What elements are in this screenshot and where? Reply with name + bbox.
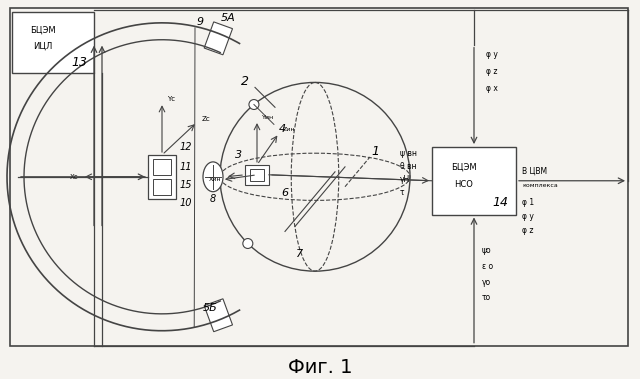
Text: Xин: Xин: [209, 177, 221, 182]
Text: τo: τo: [482, 293, 491, 302]
Text: φ 1: φ 1: [522, 198, 534, 207]
Text: 9: 9: [196, 17, 204, 27]
Text: Zс: Zс: [202, 116, 211, 122]
Bar: [432, 147, 516, 215]
Text: γo: γo: [482, 277, 491, 287]
Text: ε o: ε o: [482, 262, 493, 271]
Text: ψ вн: ψ вн: [400, 149, 417, 158]
Text: комплекса: комплекса: [522, 183, 557, 188]
Bar: [12, 12, 94, 74]
Ellipse shape: [243, 238, 253, 249]
Polygon shape: [204, 22, 232, 55]
Text: 11: 11: [180, 162, 193, 172]
Text: 8: 8: [210, 194, 216, 204]
Text: Yс: Yс: [167, 96, 175, 102]
Text: 12: 12: [180, 142, 193, 152]
Bar: [153, 159, 171, 175]
Bar: [148, 155, 176, 199]
Text: Фиг. 1: Фиг. 1: [288, 358, 352, 377]
Text: 2: 2: [241, 75, 249, 88]
Text: НСО: НСО: [454, 180, 474, 189]
Text: Zин: Zин: [283, 127, 296, 132]
Text: 7: 7: [296, 249, 303, 259]
Ellipse shape: [203, 162, 223, 192]
Text: 4: 4: [278, 124, 285, 134]
Text: 15: 15: [180, 180, 193, 190]
Text: 6: 6: [282, 188, 289, 198]
Text: Xс: Xс: [70, 174, 78, 180]
Text: 14: 14: [493, 196, 509, 209]
Text: БЦЭМ: БЦЭМ: [451, 163, 477, 172]
Text: Yин: Yин: [262, 115, 274, 120]
Text: 13: 13: [71, 56, 87, 69]
Text: 1: 1: [371, 146, 379, 158]
Bar: [153, 179, 171, 195]
Bar: [245, 165, 269, 185]
Text: 5А: 5А: [221, 13, 236, 23]
Text: ψo: ψo: [482, 246, 492, 255]
Text: 5Б: 5Б: [203, 303, 218, 313]
Text: φ x: φ x: [486, 84, 498, 93]
Text: γН: γН: [400, 175, 410, 184]
Text: 3: 3: [236, 150, 243, 160]
Text: 10: 10: [180, 197, 193, 208]
Text: ИЦЛ: ИЦЛ: [33, 41, 53, 50]
Bar: [10, 8, 628, 346]
Text: φ y: φ y: [522, 212, 534, 221]
Text: БЦЭМ: БЦЭМ: [30, 26, 56, 35]
Text: В ЦВМ: В ЦВМ: [522, 166, 547, 175]
Ellipse shape: [249, 100, 259, 110]
Text: θ вн: θ вн: [400, 162, 417, 171]
Bar: [250, 169, 264, 181]
Polygon shape: [204, 299, 232, 332]
Text: τ: τ: [400, 188, 404, 197]
Text: φ z: φ z: [486, 67, 497, 76]
Text: φ y: φ y: [486, 50, 498, 59]
Text: φ z: φ z: [522, 226, 534, 235]
